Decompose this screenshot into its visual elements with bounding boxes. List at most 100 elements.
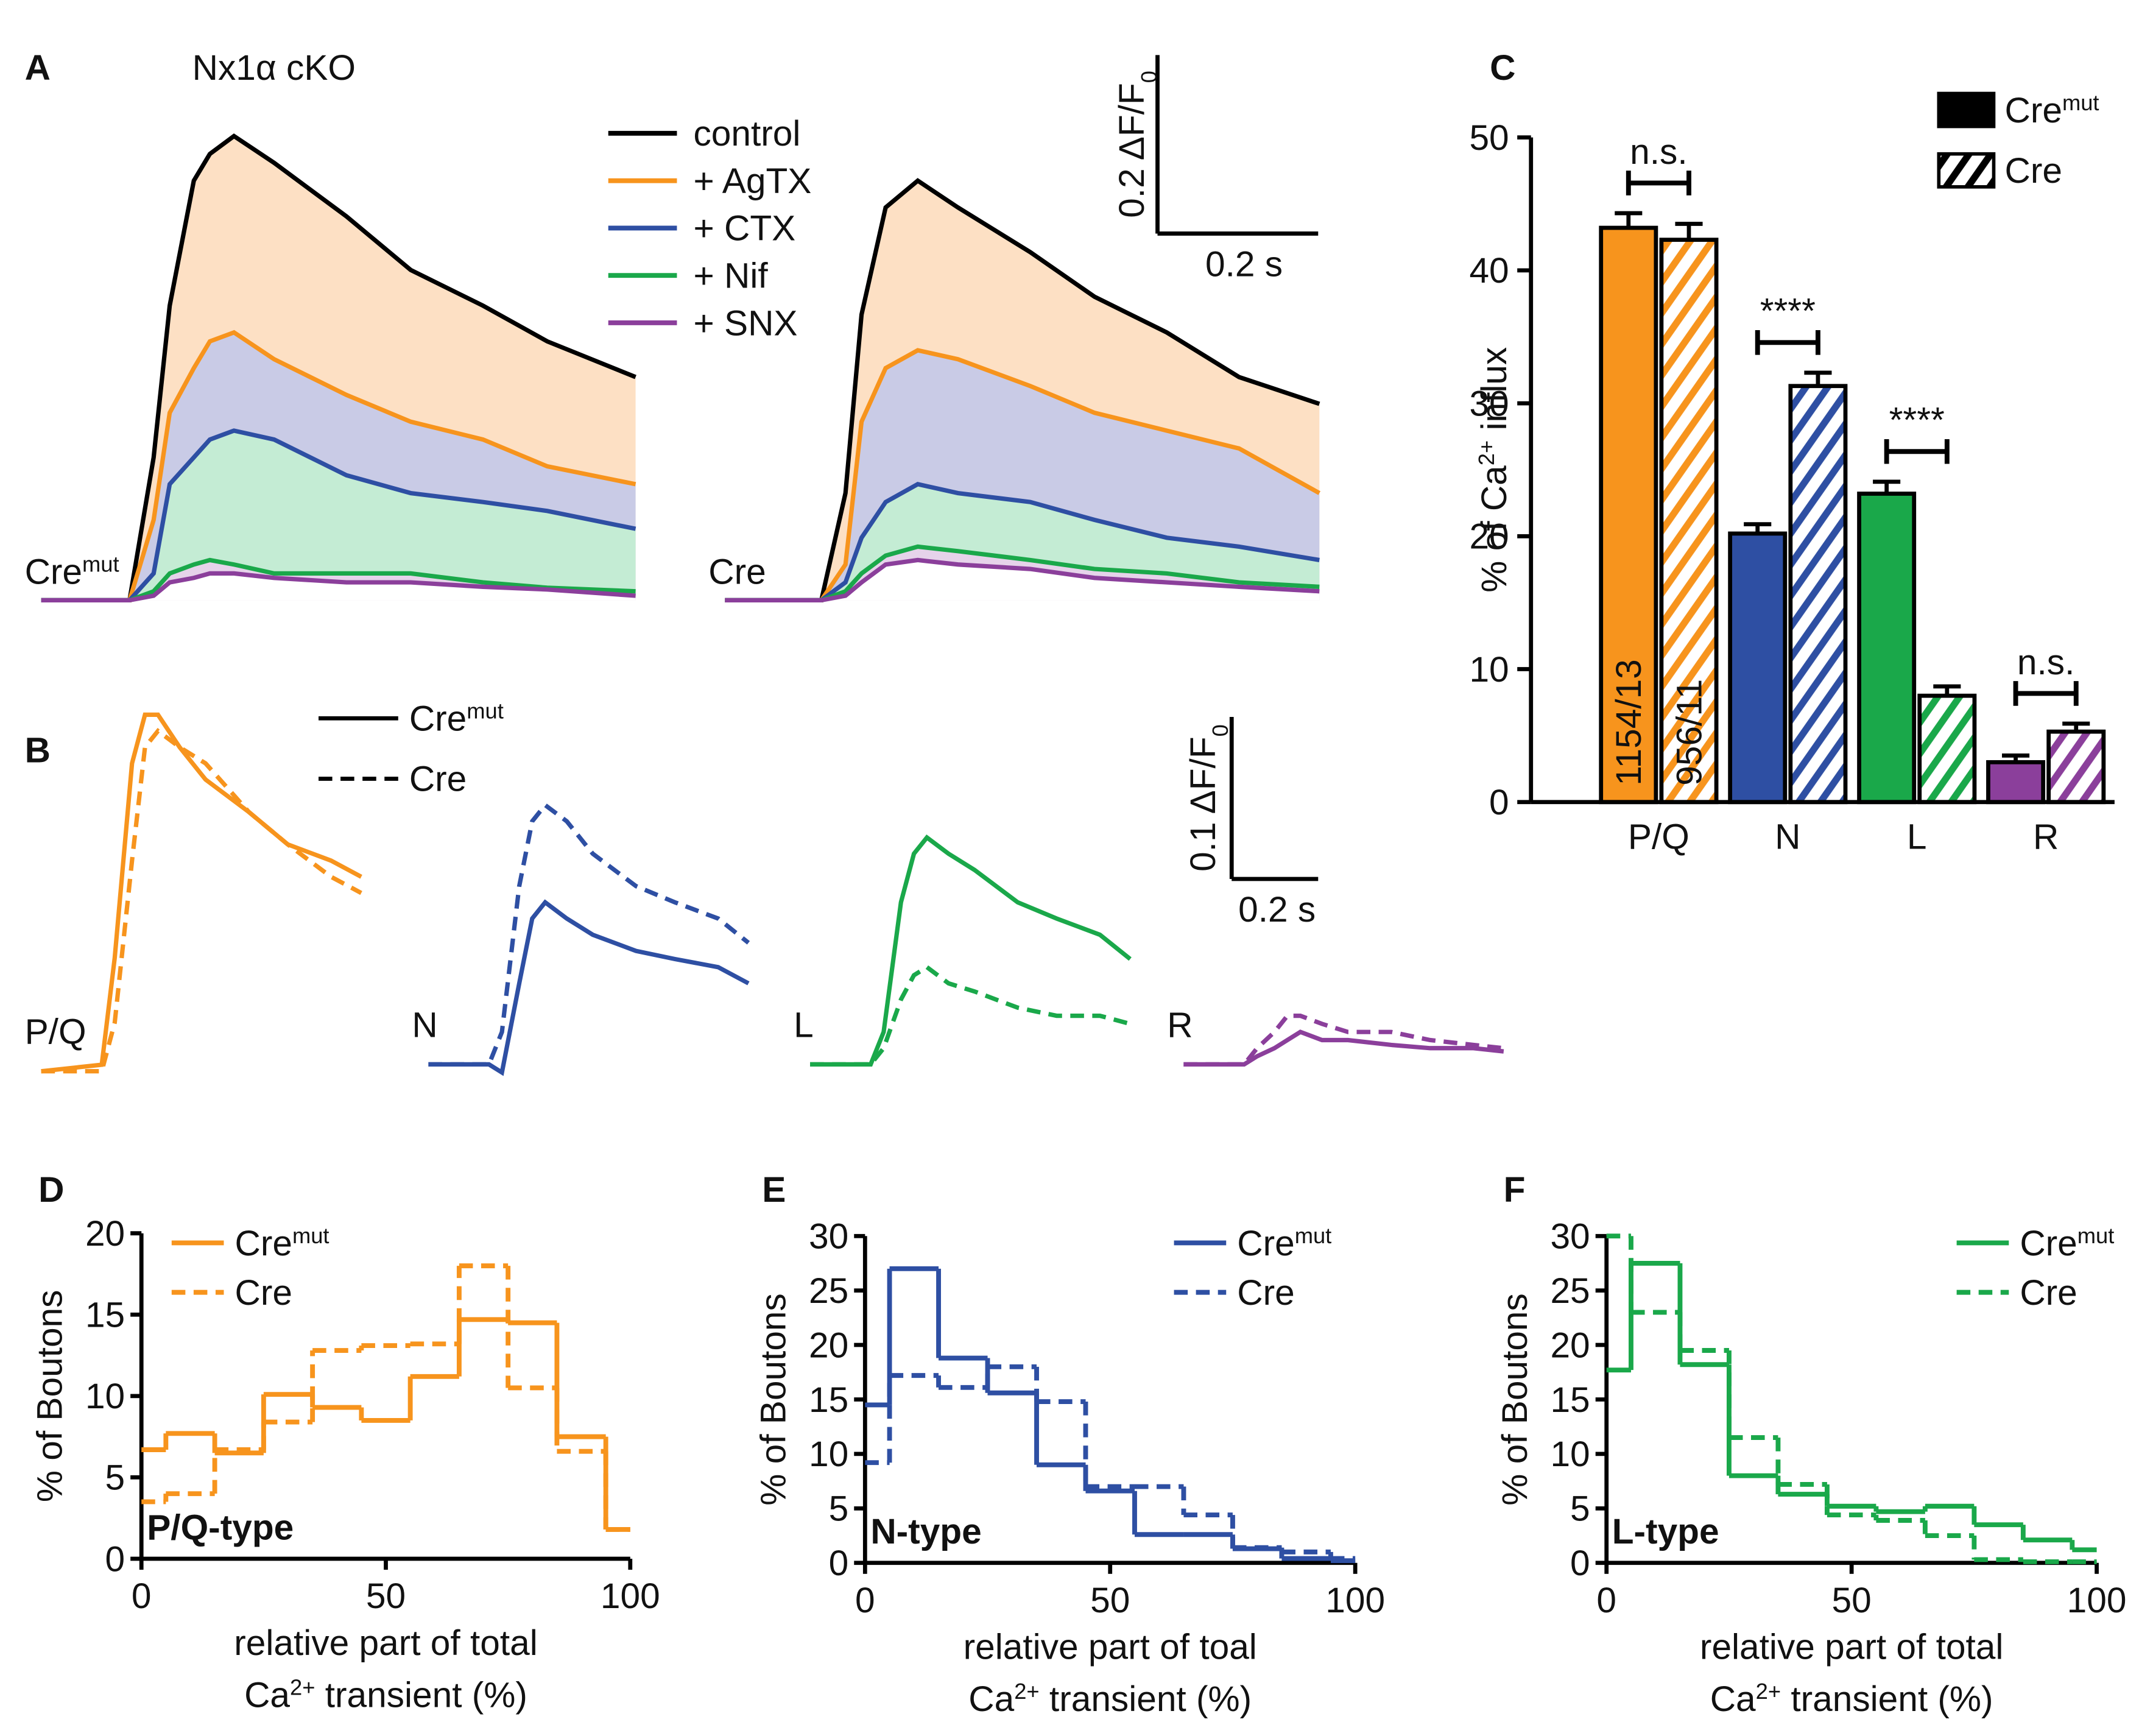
scale-bar-x-label: 0.2 s (1205, 244, 1283, 284)
legend-label-part: Cre (2005, 151, 2062, 191)
legend-label-part: Cre (2020, 1273, 2077, 1313)
y-tick-label: 5 (1570, 1489, 1590, 1529)
legend-label: control (694, 114, 801, 153)
legend-label: Cremut (409, 698, 504, 739)
x-axis-label-part: 2+ (1756, 1679, 1781, 1704)
x-tick-label: 100 (1325, 1581, 1385, 1620)
significance-bracket (1626, 171, 1691, 196)
type-label: N-type (870, 1512, 981, 1551)
legend-label: Cremut (1237, 1223, 1331, 1263)
legend-label: Cre (235, 1273, 292, 1313)
x-tick-label: 50 (1832, 1581, 1872, 1620)
y-tick-label: 0 (105, 1539, 125, 1579)
error-bar (2062, 721, 2090, 732)
y-tick-label: 10 (809, 1434, 848, 1474)
scale-bar-y-label-part: 0.1 ΔF/F (1183, 736, 1223, 872)
legend-label-part: Cre (1237, 1224, 1294, 1263)
legend-label-part: Cre (1237, 1273, 1294, 1313)
y-axis-label-part: 2+ (1474, 440, 1499, 465)
panel-letter: F (1504, 1170, 1526, 1210)
trace-line (725, 178, 1320, 602)
y-tick-label: 0 (1570, 1544, 1590, 1583)
panel-letter: E (762, 1170, 786, 1210)
legend-label-part: Cre (2020, 1224, 2077, 1263)
bar (1857, 492, 1917, 805)
legend-label: Cre (409, 760, 467, 799)
y-axis-label: % of Boutons (30, 1290, 69, 1503)
x-axis-label-part: 2+ (290, 1674, 315, 1699)
legend-label-part: mut (467, 698, 504, 723)
significance-bracket (2013, 681, 2079, 706)
trace-line (41, 428, 636, 602)
x-tick-label: P/Q (1628, 817, 1690, 856)
error-bar (1744, 522, 1772, 534)
x-axis-label: relative part of toal (964, 1628, 1257, 1667)
trace-line (1183, 1013, 1504, 1067)
type-label: L-type (1612, 1512, 1719, 1551)
y-tick-label: 50 (1469, 118, 1509, 158)
trace-line (41, 557, 636, 602)
x-axis-label: relative part of total (1700, 1628, 2003, 1667)
scale-bar-y-label-part: 0.2 ΔF/F (1112, 83, 1152, 218)
y-tick-label: 0 (829, 1544, 849, 1583)
significance-label: n.s. (2017, 643, 2074, 682)
trace-line (428, 899, 750, 1076)
x-tick-label: 100 (2067, 1581, 2127, 1620)
error-bar (1873, 479, 1901, 494)
trace-label: L (794, 1005, 814, 1045)
y-tick-label: 15 (809, 1380, 848, 1420)
x-tick-label: R (2033, 817, 2059, 856)
bar (1917, 693, 1977, 805)
y-tick-label: 5 (829, 1489, 849, 1529)
trace-label: Cremut (25, 551, 119, 591)
y-tick-label: 25 (809, 1271, 848, 1311)
x-axis-label-part: Ca (1710, 1679, 1756, 1719)
y-tick-label: 5 (105, 1458, 125, 1498)
trace-label-part: Cre (708, 552, 766, 591)
x-axis-label-part: transient (%) (1040, 1679, 1252, 1719)
trace-line (725, 544, 1320, 602)
x-axis-label: Ca2+ transient (%) (244, 1674, 527, 1715)
y-axis-label-part: % of Ca (1475, 465, 1514, 593)
x-tick-label: L (1907, 817, 1927, 856)
legend-label: + SNX (694, 303, 798, 343)
legend-label-part: Cre (2005, 91, 2062, 130)
legend-swatch (1937, 91, 1996, 129)
y-tick-label: 30 (1550, 1216, 1590, 1256)
x-axis-label-part: Ca (244, 1675, 290, 1715)
legend-label-part: mut (2062, 90, 2099, 115)
bar (1728, 531, 1788, 805)
panel-letter: C (1490, 48, 1515, 88)
trace-label-part: mut (82, 551, 119, 576)
trace-fill (725, 560, 1320, 601)
significance-label: n.s. (1630, 132, 1687, 172)
legend-label: + AgTX (694, 161, 812, 201)
legend-label: Cre (2020, 1273, 2077, 1313)
x-axis-label: Ca2+ transient (%) (1710, 1679, 1993, 1720)
scale-bar-y-label: 0.2 ΔF/F0 (1112, 71, 1161, 218)
x-tick-label: 0 (132, 1576, 152, 1616)
trace-label-part: Cre (25, 552, 82, 591)
scale-bar-x-label: 0.2 s (1238, 890, 1316, 930)
bar (1788, 384, 1848, 805)
x-axis-label-part: transient (%) (1781, 1679, 1993, 1719)
trace-line (41, 712, 362, 1074)
x-tick-label: N (1775, 817, 1800, 856)
scale-bar-y-label-part: 0 (1136, 71, 1161, 83)
legend-label-part: Cre (409, 760, 467, 799)
y-tick-label: 20 (809, 1325, 848, 1365)
trace-line (810, 964, 1131, 1067)
x-axis-label-part: Ca (968, 1679, 1014, 1719)
n-label: 1154/13 (1609, 659, 1649, 786)
bar (2046, 729, 2106, 805)
legend-label-part: mut (1295, 1223, 1332, 1247)
trace-line (810, 834, 1132, 1067)
x-tick-label: 50 (1090, 1581, 1130, 1620)
trace-label: Cre (708, 552, 766, 591)
error-bar (1804, 370, 1832, 386)
legend-label: Cremut (2005, 90, 2099, 130)
trace-line (41, 571, 636, 602)
y-tick-label: 10 (85, 1377, 125, 1416)
legend-label-part: Cre (409, 699, 467, 739)
y-axis-label-part: influx (1475, 347, 1514, 440)
